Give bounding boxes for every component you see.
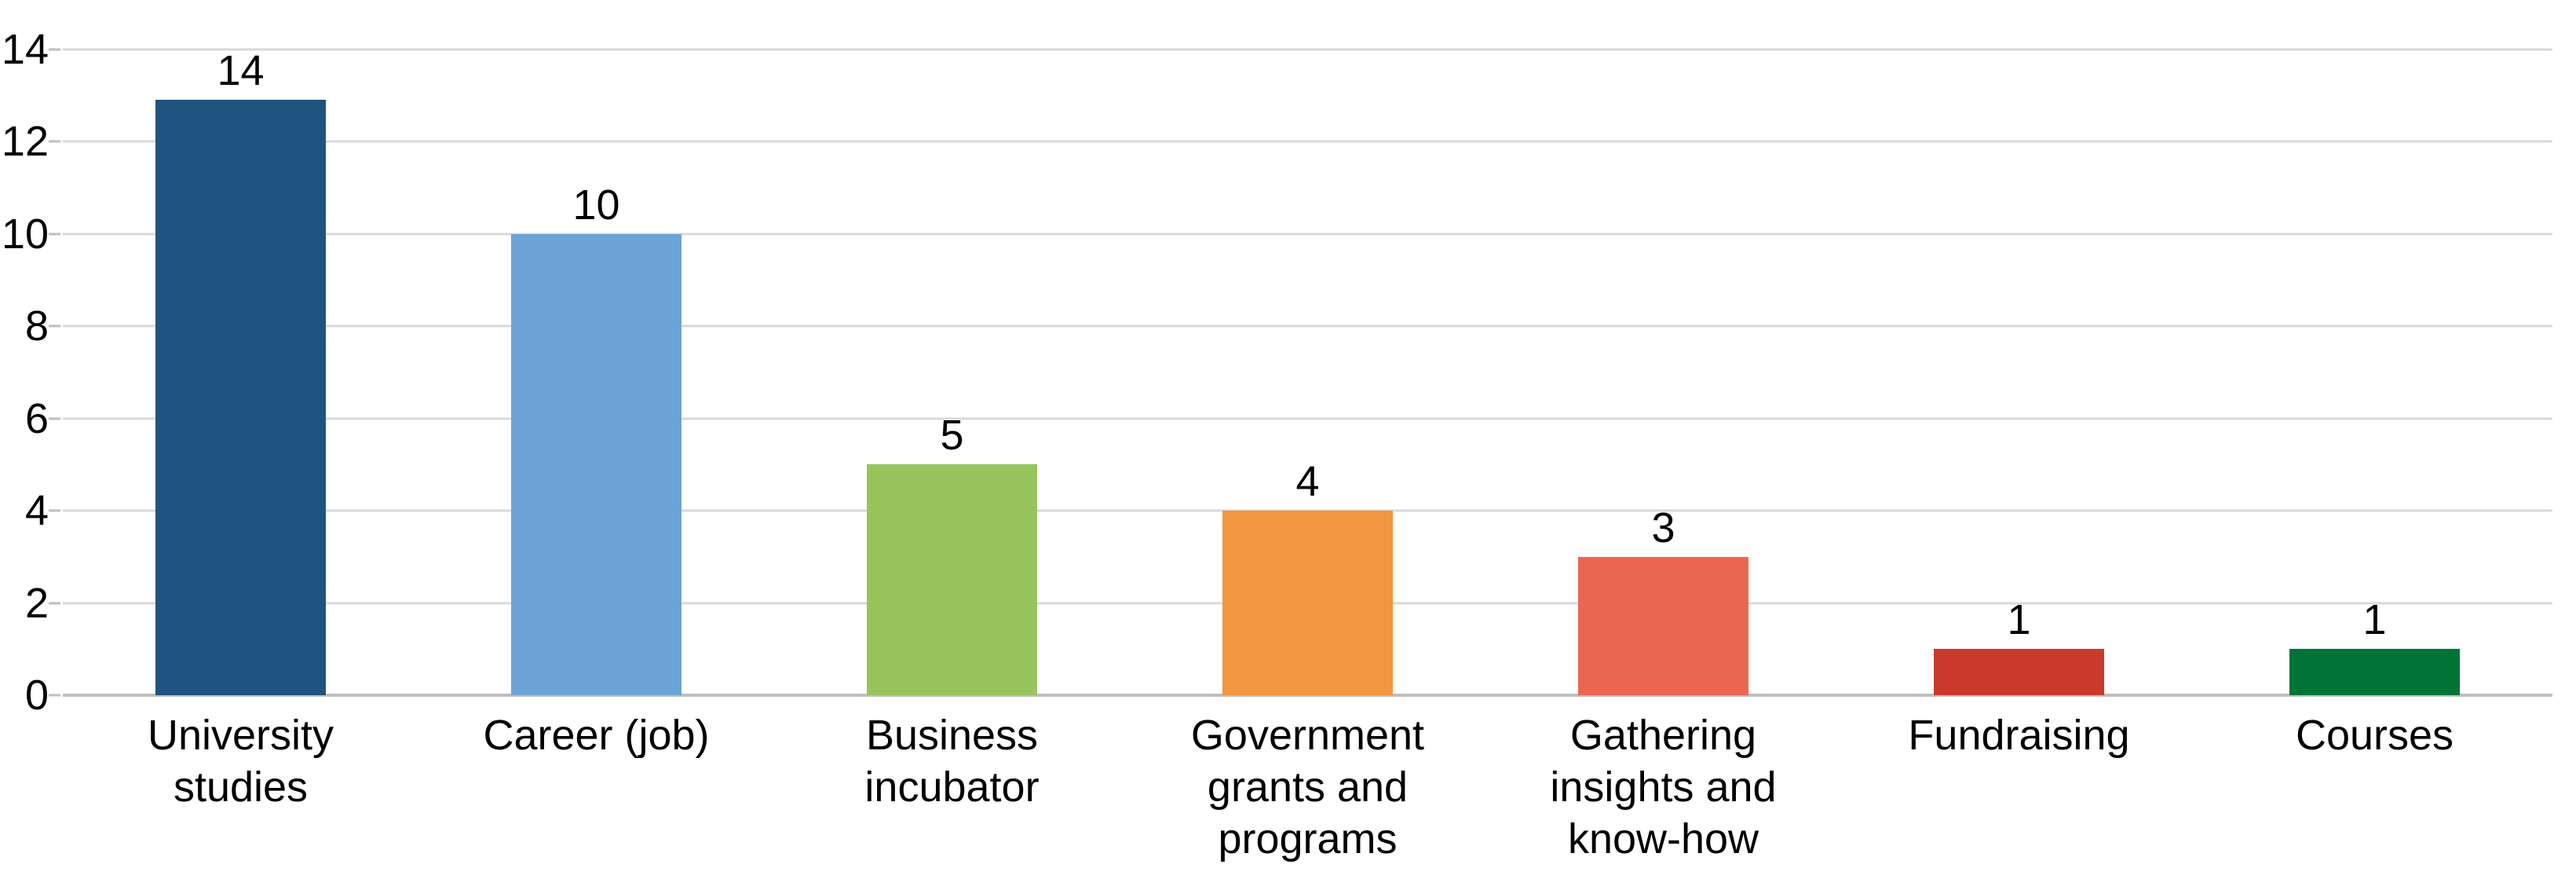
bar-fundraising bbox=[1933, 649, 2105, 695]
y-axis-tick-mark-4 bbox=[49, 509, 60, 512]
data-label-gathering-insights-and-know-how: 3 bbox=[1651, 504, 1675, 551]
bar-column-business-incubator: 5 bbox=[774, 49, 1130, 695]
bar-column-gathering-insights-and-know-how: 3 bbox=[1485, 49, 1841, 695]
bar-career-job bbox=[510, 233, 682, 695]
x-axis-baseline bbox=[63, 694, 2552, 697]
gridline-12 bbox=[63, 140, 2552, 143]
category-label-government-grants-and-programs: Government grants and programs bbox=[1190, 712, 1425, 863]
bar-column-university-studies: 14 bbox=[63, 49, 418, 695]
y-axis-tick-mark-6 bbox=[49, 417, 60, 420]
y-axis-tick-mark-12 bbox=[49, 140, 60, 143]
data-label-fundraising: 1 bbox=[2007, 596, 2031, 644]
data-label-university-studies: 14 bbox=[217, 47, 265, 94]
data-label-business-incubator: 5 bbox=[940, 412, 964, 460]
bar-column-courses: 1 bbox=[2197, 49, 2552, 695]
category-label-gathering-insights-and-know-how: Gathering insights and know-how bbox=[1550, 712, 1777, 863]
gridline-6 bbox=[63, 417, 2552, 420]
data-label-government-grants-and-programs: 4 bbox=[1295, 458, 1320, 506]
bar-column-government-grants-and-programs: 4 bbox=[1130, 49, 1485, 695]
bar-column-fundraising: 1 bbox=[1841, 49, 2197, 695]
y-axis-tick-label-14: 14 bbox=[1, 26, 49, 73]
bar-business-incubator bbox=[866, 464, 1038, 695]
x-axis-category-labels: University studies Career (job) Business i… bbox=[63, 709, 2552, 865]
y-axis-tick-mark-10 bbox=[49, 233, 60, 236]
plot-area: 14 10 5 4 3 1 1 bbox=[49, 48, 2552, 697]
gridline-10 bbox=[63, 233, 2552, 236]
bar-courses bbox=[2289, 649, 2461, 695]
bars-layer: 14 10 5 4 3 1 1 bbox=[63, 49, 2552, 695]
y-axis-tick-mark-14 bbox=[49, 48, 60, 51]
y-axis-tick-mark-0 bbox=[49, 694, 60, 697]
bar-university-studies bbox=[155, 100, 327, 695]
y-axis-tick-label-8: 8 bbox=[24, 302, 49, 350]
y-axis-tick-mark-8 bbox=[49, 324, 60, 328]
y-axis-tick-label-12: 12 bbox=[1, 118, 49, 166]
gridline-8 bbox=[63, 324, 2552, 328]
gridline-14 bbox=[63, 48, 2552, 51]
bar-government-grants-and-programs bbox=[1222, 511, 1394, 695]
category-label-courses: Courses bbox=[2295, 712, 2454, 759]
y-axis-tick-label-6: 6 bbox=[24, 394, 49, 442]
y-axis-tick-mark-2 bbox=[49, 602, 60, 605]
category-label-career-job: Career (job) bbox=[483, 712, 710, 759]
y-axis-tick-label-2: 2 bbox=[24, 579, 49, 627]
bar-gathering-insights-and-know-how bbox=[1577, 556, 1749, 695]
bar-column-career-job: 10 bbox=[418, 49, 774, 695]
y-axis: 0 2 4 6 8 10 12 14 bbox=[0, 28, 49, 716]
data-label-career-job: 10 bbox=[572, 181, 620, 229]
category-label-business-incubator: Business incubator bbox=[864, 712, 1040, 811]
y-axis-tick-label-0: 0 bbox=[24, 672, 49, 719]
category-label-fundraising: Fundraising bbox=[1908, 712, 2130, 759]
y-axis-tick-label-10: 10 bbox=[1, 210, 49, 258]
y-axis-tick-label-4: 4 bbox=[24, 487, 49, 535]
data-label-courses: 1 bbox=[2362, 596, 2387, 644]
category-label-university-studies: University studies bbox=[147, 712, 334, 811]
